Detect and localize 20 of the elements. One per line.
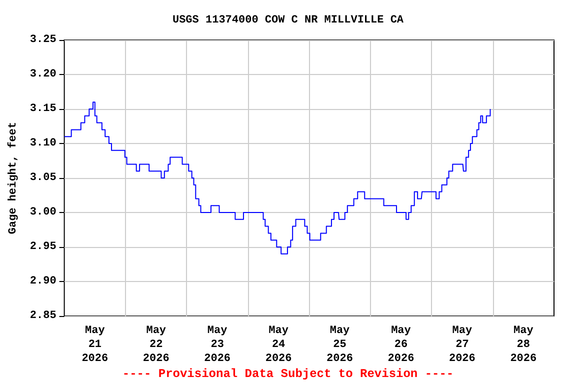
- y-tick-label: 3.05: [30, 172, 57, 184]
- x-tick-label: May 22 2026: [142, 325, 170, 365]
- x-tick-label: May 24 2026: [265, 325, 292, 365]
- y-tick-label: 3.15: [30, 103, 57, 115]
- y-tick-label: 2.90: [30, 276, 56, 288]
- chart-title: USGS 11374000 COW C NR MILLVILLE CA: [172, 14, 404, 26]
- y-tick-label: 3.25: [30, 34, 57, 46]
- text: ---- Provisional Data Subject to Revision ----: [122, 367, 454, 381]
- y-tick-label: 3.10: [30, 138, 56, 150]
- x-tick-label: May 21 2026: [82, 325, 108, 365]
- y-tick-label: 3.00: [30, 206, 56, 218]
- x-tick-label: May 23 2026: [204, 325, 231, 365]
- x-tick-label: May 25 2026: [326, 325, 353, 365]
- x-tick-label: May 26 2026: [388, 325, 414, 365]
- y-tick-label: 3.20: [30, 68, 56, 80]
- x-tick-label: May 27 2026: [448, 325, 476, 365]
- x-tick-label: May 28 2026: [510, 325, 537, 365]
- y-tick-label: 2.95: [30, 241, 57, 253]
- y-axis-title: Gage height, feet: [6, 122, 20, 234]
- y-tick-label: 2.85: [30, 310, 57, 322]
